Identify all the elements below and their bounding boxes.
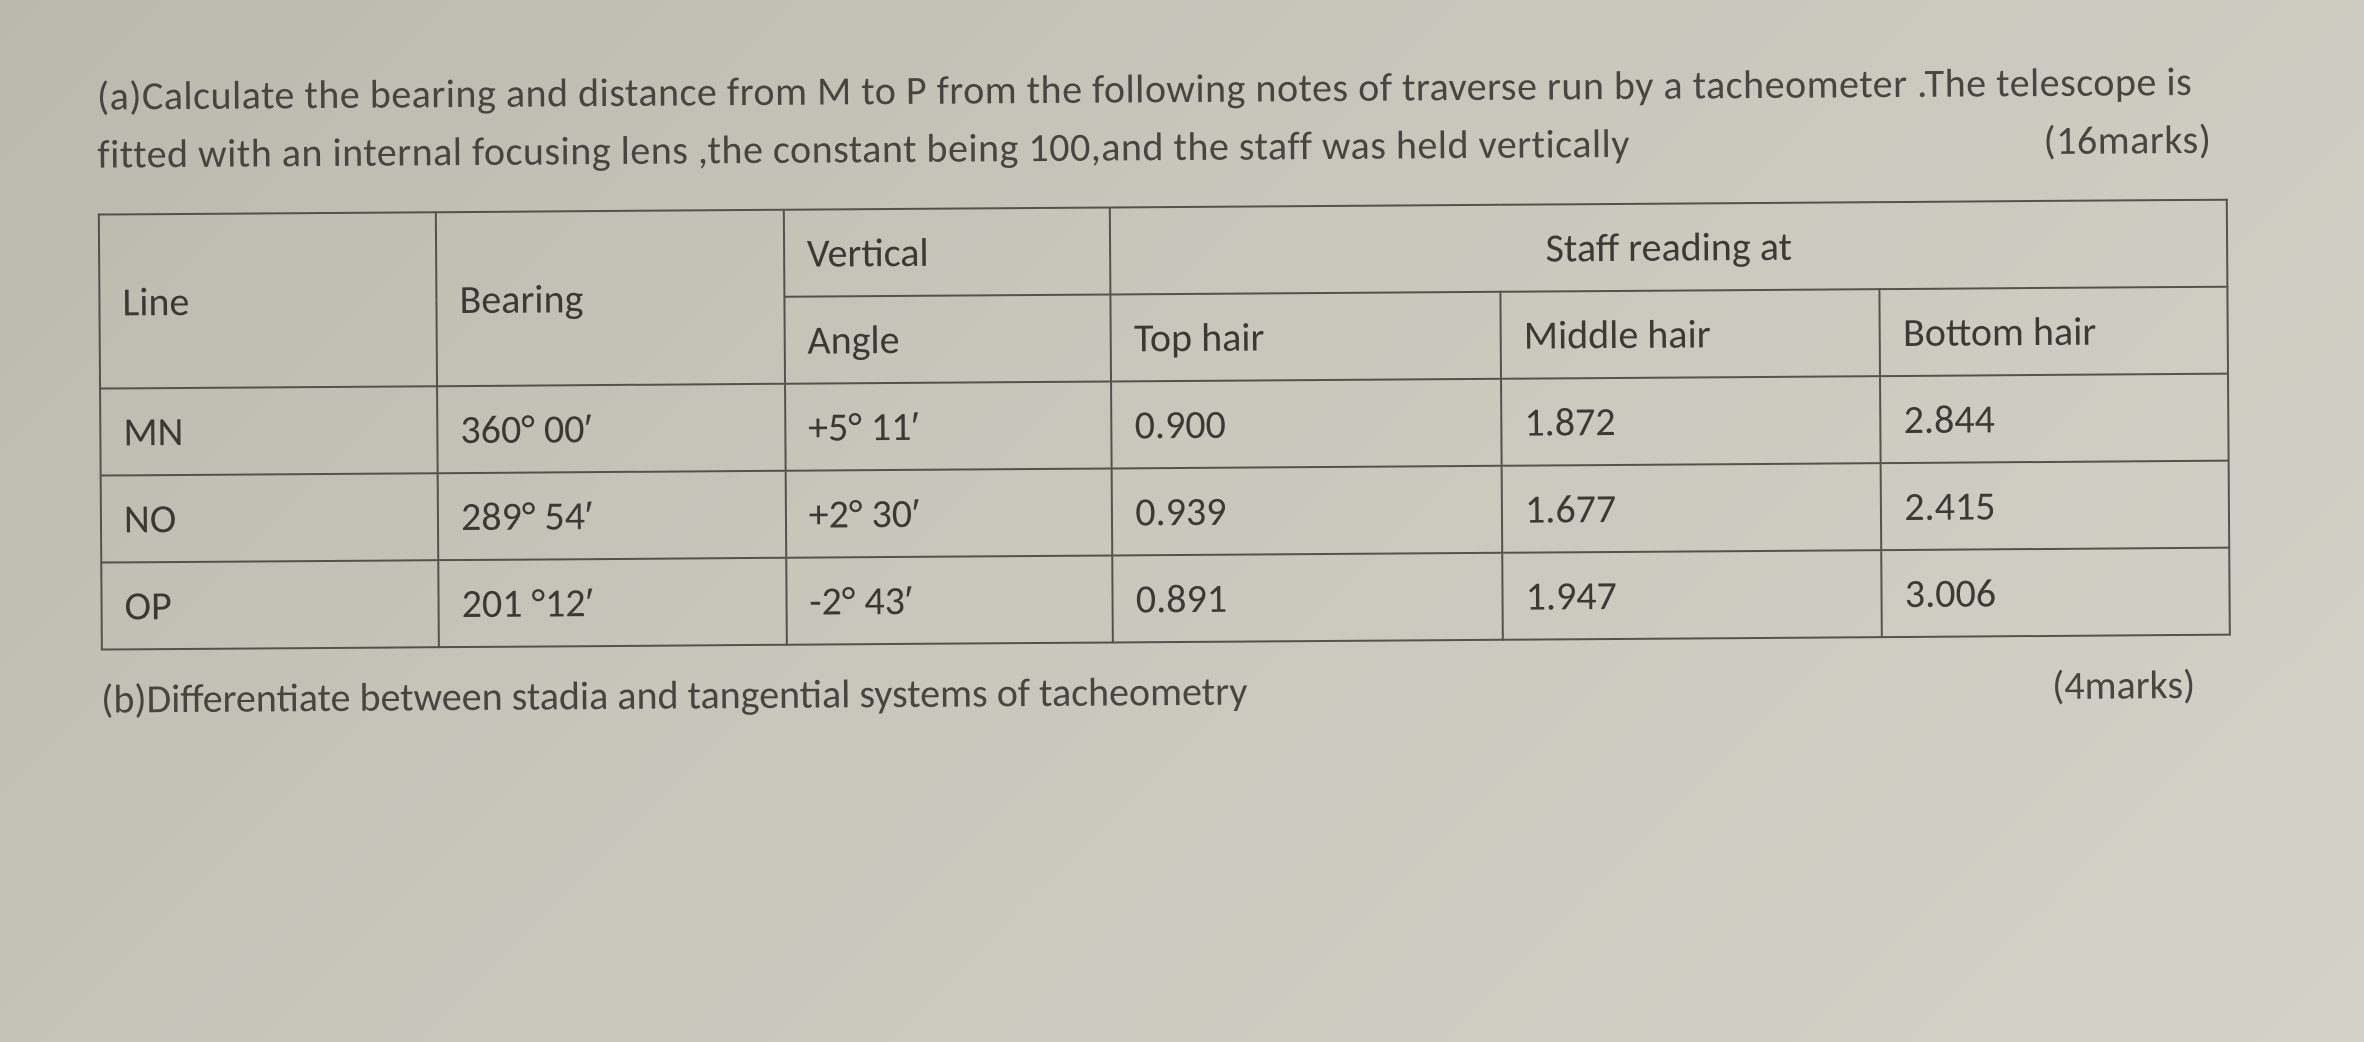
question-b-marks: (4marks) [2052, 660, 2195, 710]
col-header-angle: Angle [784, 294, 1111, 383]
cell-mid: 1.947 [1502, 550, 1882, 640]
table-row: NO 289° 54′ +2° 30′ 0.939 1.677 2.415 [101, 461, 2230, 563]
question-b-block: (b)Differentiate between stadia and tang… [101, 659, 2275, 723]
question-b-text: (b)Differentiate between stadia and tang… [101, 667, 1247, 724]
cell-bot: 2.415 [1881, 461, 2229, 550]
cell-vertical: -2° 43′ [786, 555, 1113, 644]
cell-vertical: +2° 30′ [785, 468, 1112, 557]
cell-line: MN [100, 386, 438, 475]
cell-bearing: 360° 00′ [437, 384, 785, 473]
cell-mid: 1.872 [1501, 376, 1881, 466]
col-header-middle-hair: Middle hair [1500, 289, 1880, 379]
col-header-line: Line [99, 212, 437, 388]
question-a-block: (a)Calculate the bearing and distance fr… [97, 52, 2272, 183]
col-header-vertical: Vertical [784, 207, 1111, 296]
col-header-staff-reading: Staff reading at [1110, 200, 2227, 295]
exam-page: (a)Calculate the bearing and distance fr… [0, 0, 2364, 1042]
cell-top: 0.900 [1111, 379, 1501, 469]
traverse-table: Line Bearing Vertical Staff reading at A… [98, 199, 2231, 651]
cell-mid: 1.677 [1502, 463, 1882, 553]
col-header-top-hair: Top hair [1111, 292, 1501, 382]
cell-vertical: +5° 11′ [785, 381, 1112, 470]
cell-bearing: 201 °12′ [438, 558, 786, 647]
cell-bot: 2.844 [1880, 374, 2228, 463]
cell-top: 0.939 [1112, 466, 1502, 556]
cell-line: NO [101, 473, 439, 562]
col-header-bearing: Bearing [436, 210, 785, 386]
cell-top: 0.891 [1113, 553, 1503, 643]
table-row: MN 360° 00′ +5° 11′ 0.900 1.872 2.844 [100, 374, 2229, 476]
table-header-row-1: Line Bearing Vertical Staff reading at [99, 200, 2228, 302]
cell-bearing: 289° 54′ [438, 471, 786, 560]
question-a-marks: (16marks) [2043, 111, 2211, 170]
question-a-text: (a)Calculate the bearing and distance fr… [97, 57, 2193, 179]
table-row: OP 201 °12′ -2° 43′ 0.891 1.947 3.006 [101, 548, 2230, 650]
cell-line: OP [101, 560, 439, 649]
cell-bot: 3.006 [1882, 548, 2230, 637]
col-header-bottom-hair: Bottom hair [1880, 287, 2228, 376]
